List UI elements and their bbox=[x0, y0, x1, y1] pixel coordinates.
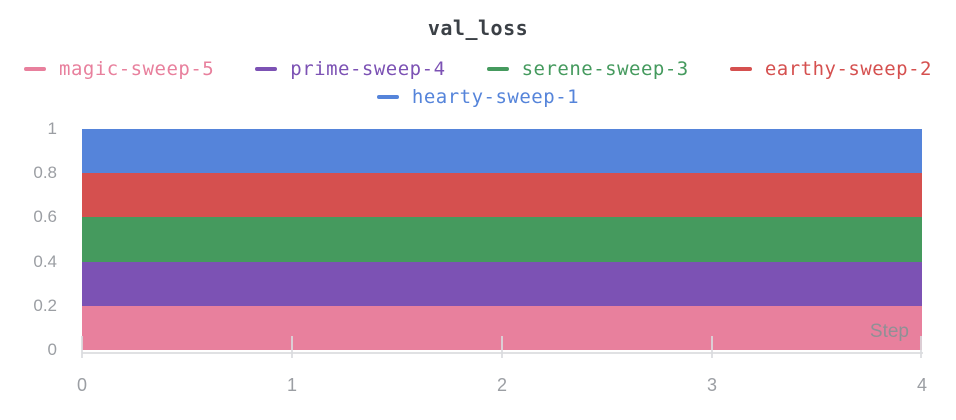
y-axis-tick-label: 0.6 bbox=[33, 207, 57, 226]
legend-dash-icon bbox=[729, 67, 752, 71]
x-tick-mark bbox=[291, 336, 293, 358]
x-axis-tick-label: 0 bbox=[76, 375, 87, 395]
x-axis-title: Step bbox=[869, 321, 909, 342]
x-axis-tick-label: 2 bbox=[496, 375, 507, 395]
legend-label: hearty-sweep-1 bbox=[411, 86, 580, 108]
legend-row-1: magic-sweep-5 prime-sweep-4 serene-sweep… bbox=[24, 57, 932, 81]
x-axis-tick-label: 4 bbox=[916, 375, 927, 395]
legend-item-serene-sweep-3[interactable]: serene-sweep-3 bbox=[486, 57, 689, 81]
y-axis-tick-label: 0 bbox=[47, 340, 57, 359]
y-axis-tick-label: 0.4 bbox=[33, 252, 57, 271]
x-axis-tick-label: 1 bbox=[286, 375, 297, 395]
series-band-earthy-sweep-2[interactable] bbox=[82, 173, 922, 218]
legend-dash-icon bbox=[376, 95, 399, 99]
legend-label: serene-sweep-3 bbox=[521, 58, 689, 80]
legend-item-magic-sweep-5[interactable]: magic-sweep-5 bbox=[24, 57, 214, 81]
legend-row-2: hearty-sweep-1 bbox=[24, 85, 932, 109]
x-tick-mark bbox=[81, 336, 83, 358]
legend-item-earthy-sweep-2[interactable]: earthy-sweep-2 bbox=[729, 57, 932, 81]
x-tick-mark bbox=[711, 336, 713, 358]
legend-dash-icon bbox=[255, 67, 278, 71]
x-axis-tick-label: 3 bbox=[706, 375, 717, 395]
x-tick-mark bbox=[920, 336, 922, 358]
legend-dash-icon bbox=[24, 67, 46, 71]
y-axis-tick-label: 1 bbox=[47, 119, 57, 138]
chart-title: val_loss bbox=[427, 16, 529, 40]
series-band-serene-sweep-3[interactable] bbox=[82, 217, 922, 262]
legend-label: prime-sweep-4 bbox=[290, 58, 446, 80]
y-axis-tick-label: 0.2 bbox=[33, 296, 57, 315]
legend-label: magic-sweep-5 bbox=[59, 58, 215, 80]
series-band-prime-sweep-4[interactable] bbox=[82, 261, 922, 306]
legend-item-hearty-sweep-1[interactable]: hearty-sweep-1 bbox=[376, 85, 580, 109]
legend-item-prime-sweep-4[interactable]: prime-sweep-4 bbox=[255, 57, 445, 81]
series-band-hearty-sweep-1[interactable] bbox=[82, 129, 922, 174]
x-tick-mark bbox=[501, 336, 503, 358]
legend-label: earthy-sweep-2 bbox=[764, 58, 932, 80]
legend-dash-icon bbox=[486, 67, 509, 71]
y-axis-tick-label: 0.8 bbox=[33, 163, 57, 182]
plot-area[interactable] bbox=[82, 129, 922, 350]
